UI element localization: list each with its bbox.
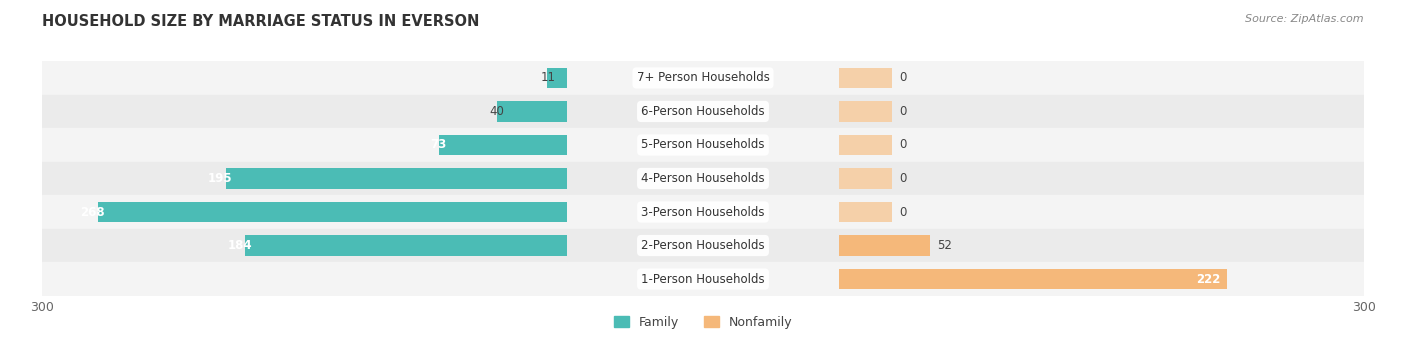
Text: 0: 0	[898, 71, 907, 84]
Bar	[839, 235, 931, 256]
Text: 0: 0	[898, 105, 907, 118]
Bar	[567, 195, 839, 229]
Text: 2-Person Households: 2-Person Households	[641, 239, 765, 252]
Bar	[42, 95, 567, 128]
Bar	[567, 128, 839, 162]
Bar	[567, 61, 839, 95]
Bar	[42, 195, 567, 229]
Text: 11: 11	[540, 71, 555, 84]
Bar	[839, 135, 891, 155]
Bar	[567, 262, 839, 296]
Text: 40: 40	[489, 105, 505, 118]
Bar	[839, 229, 1364, 262]
Bar	[567, 95, 839, 128]
Bar	[839, 269, 1227, 289]
Text: 3-Person Households: 3-Person Households	[641, 205, 765, 219]
Text: 6-Person Households: 6-Person Households	[641, 105, 765, 118]
Bar	[226, 168, 567, 189]
Bar	[839, 195, 1364, 229]
Bar	[439, 135, 567, 155]
Bar	[839, 68, 891, 88]
Bar	[496, 101, 567, 122]
Bar	[98, 202, 567, 222]
Bar	[42, 162, 567, 195]
Bar	[42, 229, 567, 262]
Text: 222: 222	[1197, 273, 1220, 286]
Text: 0: 0	[898, 138, 907, 152]
Bar	[839, 162, 1364, 195]
Bar	[42, 61, 567, 95]
Text: 0: 0	[898, 172, 907, 185]
Bar	[42, 128, 567, 162]
Bar	[567, 229, 839, 262]
Text: 73: 73	[430, 138, 446, 152]
Legend: Family, Nonfamily: Family, Nonfamily	[609, 311, 797, 334]
Text: 184: 184	[228, 239, 252, 252]
Bar	[839, 101, 891, 122]
Text: 195: 195	[208, 172, 233, 185]
Bar	[245, 235, 567, 256]
Text: 52: 52	[938, 239, 952, 252]
Bar	[42, 262, 567, 296]
Bar	[839, 202, 891, 222]
Bar	[567, 162, 839, 195]
Bar	[839, 61, 1364, 95]
Bar	[839, 95, 1364, 128]
Text: 5-Person Households: 5-Person Households	[641, 138, 765, 152]
Bar	[839, 128, 1364, 162]
Text: 1-Person Households: 1-Person Households	[641, 273, 765, 286]
Bar	[839, 168, 891, 189]
Text: 0: 0	[898, 205, 907, 219]
Text: Source: ZipAtlas.com: Source: ZipAtlas.com	[1246, 14, 1364, 23]
Text: 4-Person Households: 4-Person Households	[641, 172, 765, 185]
Bar	[839, 262, 1364, 296]
Text: 7+ Person Households: 7+ Person Households	[637, 71, 769, 84]
Bar	[547, 68, 567, 88]
Text: HOUSEHOLD SIZE BY MARRIAGE STATUS IN EVERSON: HOUSEHOLD SIZE BY MARRIAGE STATUS IN EVE…	[42, 14, 479, 29]
Text: 268: 268	[80, 205, 105, 219]
